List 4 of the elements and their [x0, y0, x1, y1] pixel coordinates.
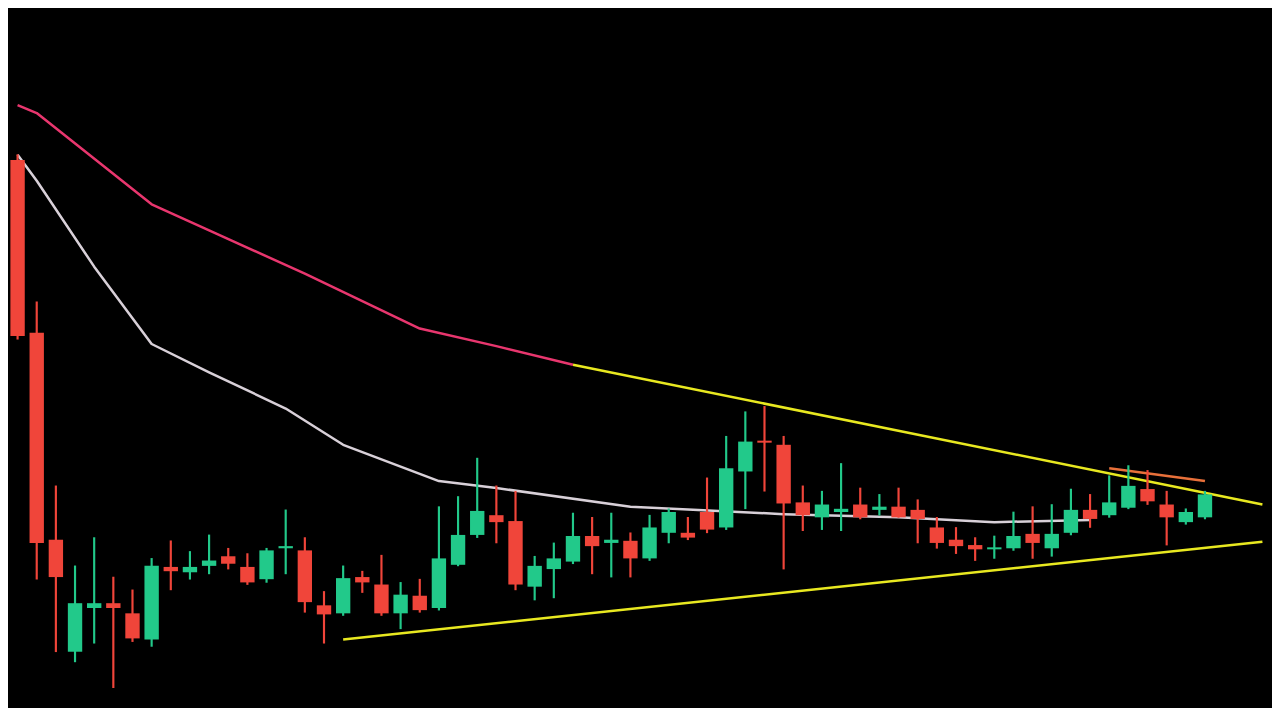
candlestick — [1140, 470, 1155, 505]
candlestick — [757, 406, 772, 492]
candlestick — [1006, 511, 1021, 551]
candlestick — [891, 487, 906, 518]
